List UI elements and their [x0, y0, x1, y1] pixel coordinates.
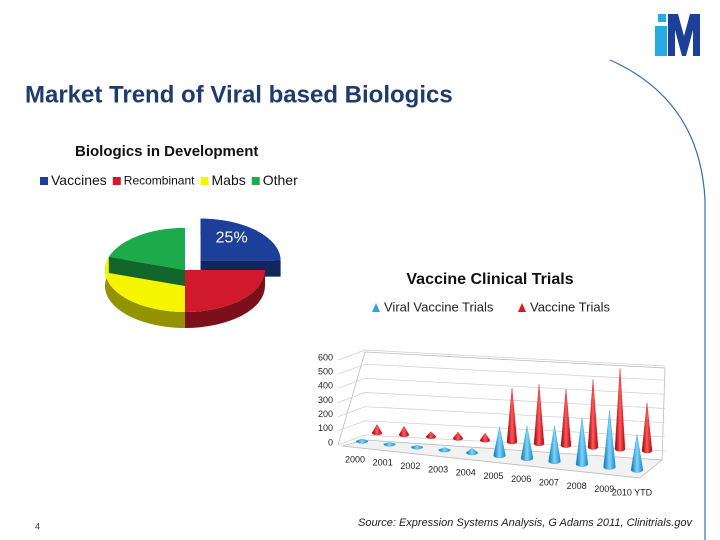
cone: [438, 447, 451, 453]
pie-slice-top: [108, 228, 185, 270]
y-tick-label: 100: [318, 423, 333, 433]
grid-line: [337, 349, 666, 367]
legend-label: Vaccine Trials: [530, 299, 610, 314]
pie-slice-wall: [108, 228, 185, 286]
cone: [587, 379, 599, 450]
legend-label: Vaccines: [51, 172, 107, 188]
cone: [479, 432, 491, 443]
decor-curve: [609, 59, 706, 540]
y-tick-label: 300: [318, 395, 333, 405]
x-tick-label: 2007: [539, 477, 559, 487]
x-tick-label: 2005: [483, 471, 503, 481]
source-note: Source: Expression Systems Analysis, G A…: [358, 517, 694, 529]
x-tick-label: 2010 YTD: [612, 487, 653, 497]
cone: [493, 427, 506, 459]
plot-frame: [337, 351, 666, 461]
cone: [630, 434, 644, 473]
cone: [533, 384, 545, 446]
x-tick-label: 2006: [511, 474, 531, 484]
cone-title: Vaccine Clinical Trials: [406, 271, 573, 288]
cone: [371, 424, 383, 436]
legend-swatch: [40, 177, 48, 185]
cone: [355, 438, 369, 444]
legend-swatch: [251, 177, 260, 185]
legend-label: Recombinant: [124, 174, 195, 188]
grid-line: [337, 377, 666, 395]
cone: [425, 431, 437, 439]
data-label: 25%: [216, 230, 248, 247]
x-tick-label: 2009: [594, 484, 614, 494]
cone: [410, 445, 424, 450]
legend-swatch: [112, 177, 121, 185]
pie-slice: [200, 218, 281, 277]
pie-slice-side: [185, 270, 265, 328]
cone: [560, 388, 572, 448]
cone: [614, 368, 626, 452]
x-tick-label: 2001: [373, 458, 393, 468]
pie-slice-wall: [200, 218, 281, 277]
y-tick-label: 500: [318, 367, 333, 377]
y-tick-label: 0: [328, 437, 333, 447]
legend-swatch: [518, 303, 526, 312]
cone: [452, 431, 464, 441]
x-tick-label: 2000: [345, 454, 365, 464]
cone: [603, 410, 616, 470]
cone: [520, 425, 534, 461]
cone: [398, 425, 410, 437]
cone: [506, 388, 518, 445]
pie-slice-top: [185, 270, 265, 312]
x-tick-label: 2008: [567, 481, 587, 491]
x-tick-label: 2003: [428, 464, 448, 474]
slide-title: Market Trend of Viral based Biologics: [25, 81, 453, 108]
cone: [575, 417, 589, 467]
pie-title: Biologics in Development: [75, 143, 258, 160]
y-tick-label: 600: [318, 352, 333, 362]
x-tick-label: 2002: [400, 461, 420, 471]
y-tick-label: 200: [318, 409, 333, 419]
cone: [641, 402, 653, 454]
legend-label: Mabs: [212, 172, 246, 188]
cone: [548, 425, 561, 464]
legend-label: Viral Vaccine Trials: [384, 299, 494, 314]
y-tick-label: 400: [318, 381, 333, 391]
grid-line: [337, 363, 666, 381]
logo: [655, 14, 700, 56]
legend-label: Other: [263, 172, 298, 188]
x-tick-label: 2004: [456, 468, 476, 478]
legend-swatch: [200, 177, 209, 185]
pie-slice: [185, 270, 265, 328]
legend-swatch: [372, 303, 380, 312]
pie-slice: [108, 228, 185, 286]
pie-slice-side: [105, 257, 185, 328]
pie-slice-top: [200, 218, 281, 261]
cone: [465, 448, 479, 456]
page-number: 4: [35, 521, 40, 531]
cone: [383, 442, 396, 447]
